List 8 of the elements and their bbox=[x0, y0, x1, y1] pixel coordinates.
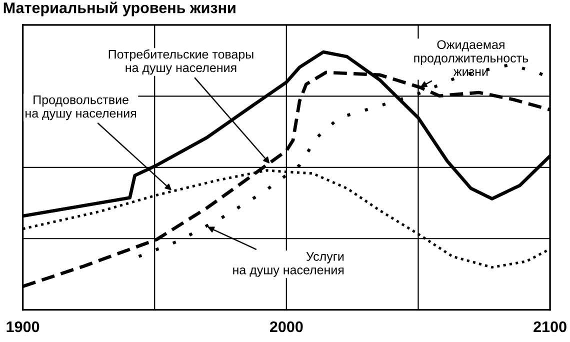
annotation: Ожидаемая продолжительность жизни bbox=[414, 40, 528, 76]
x-tick-label: 2100 bbox=[534, 321, 566, 332]
annotation: Услуги на душу населения bbox=[233, 252, 344, 277]
x-tick-label: 1900 bbox=[6, 321, 40, 332]
chart-title: Материальный уровень жизни bbox=[4, 2, 236, 16]
annotation: Потребительские товары на душу населения bbox=[108, 49, 254, 75]
annotation: Продовольствие на душу населения bbox=[26, 95, 136, 120]
x-tick-label: 2000 bbox=[270, 321, 303, 332]
